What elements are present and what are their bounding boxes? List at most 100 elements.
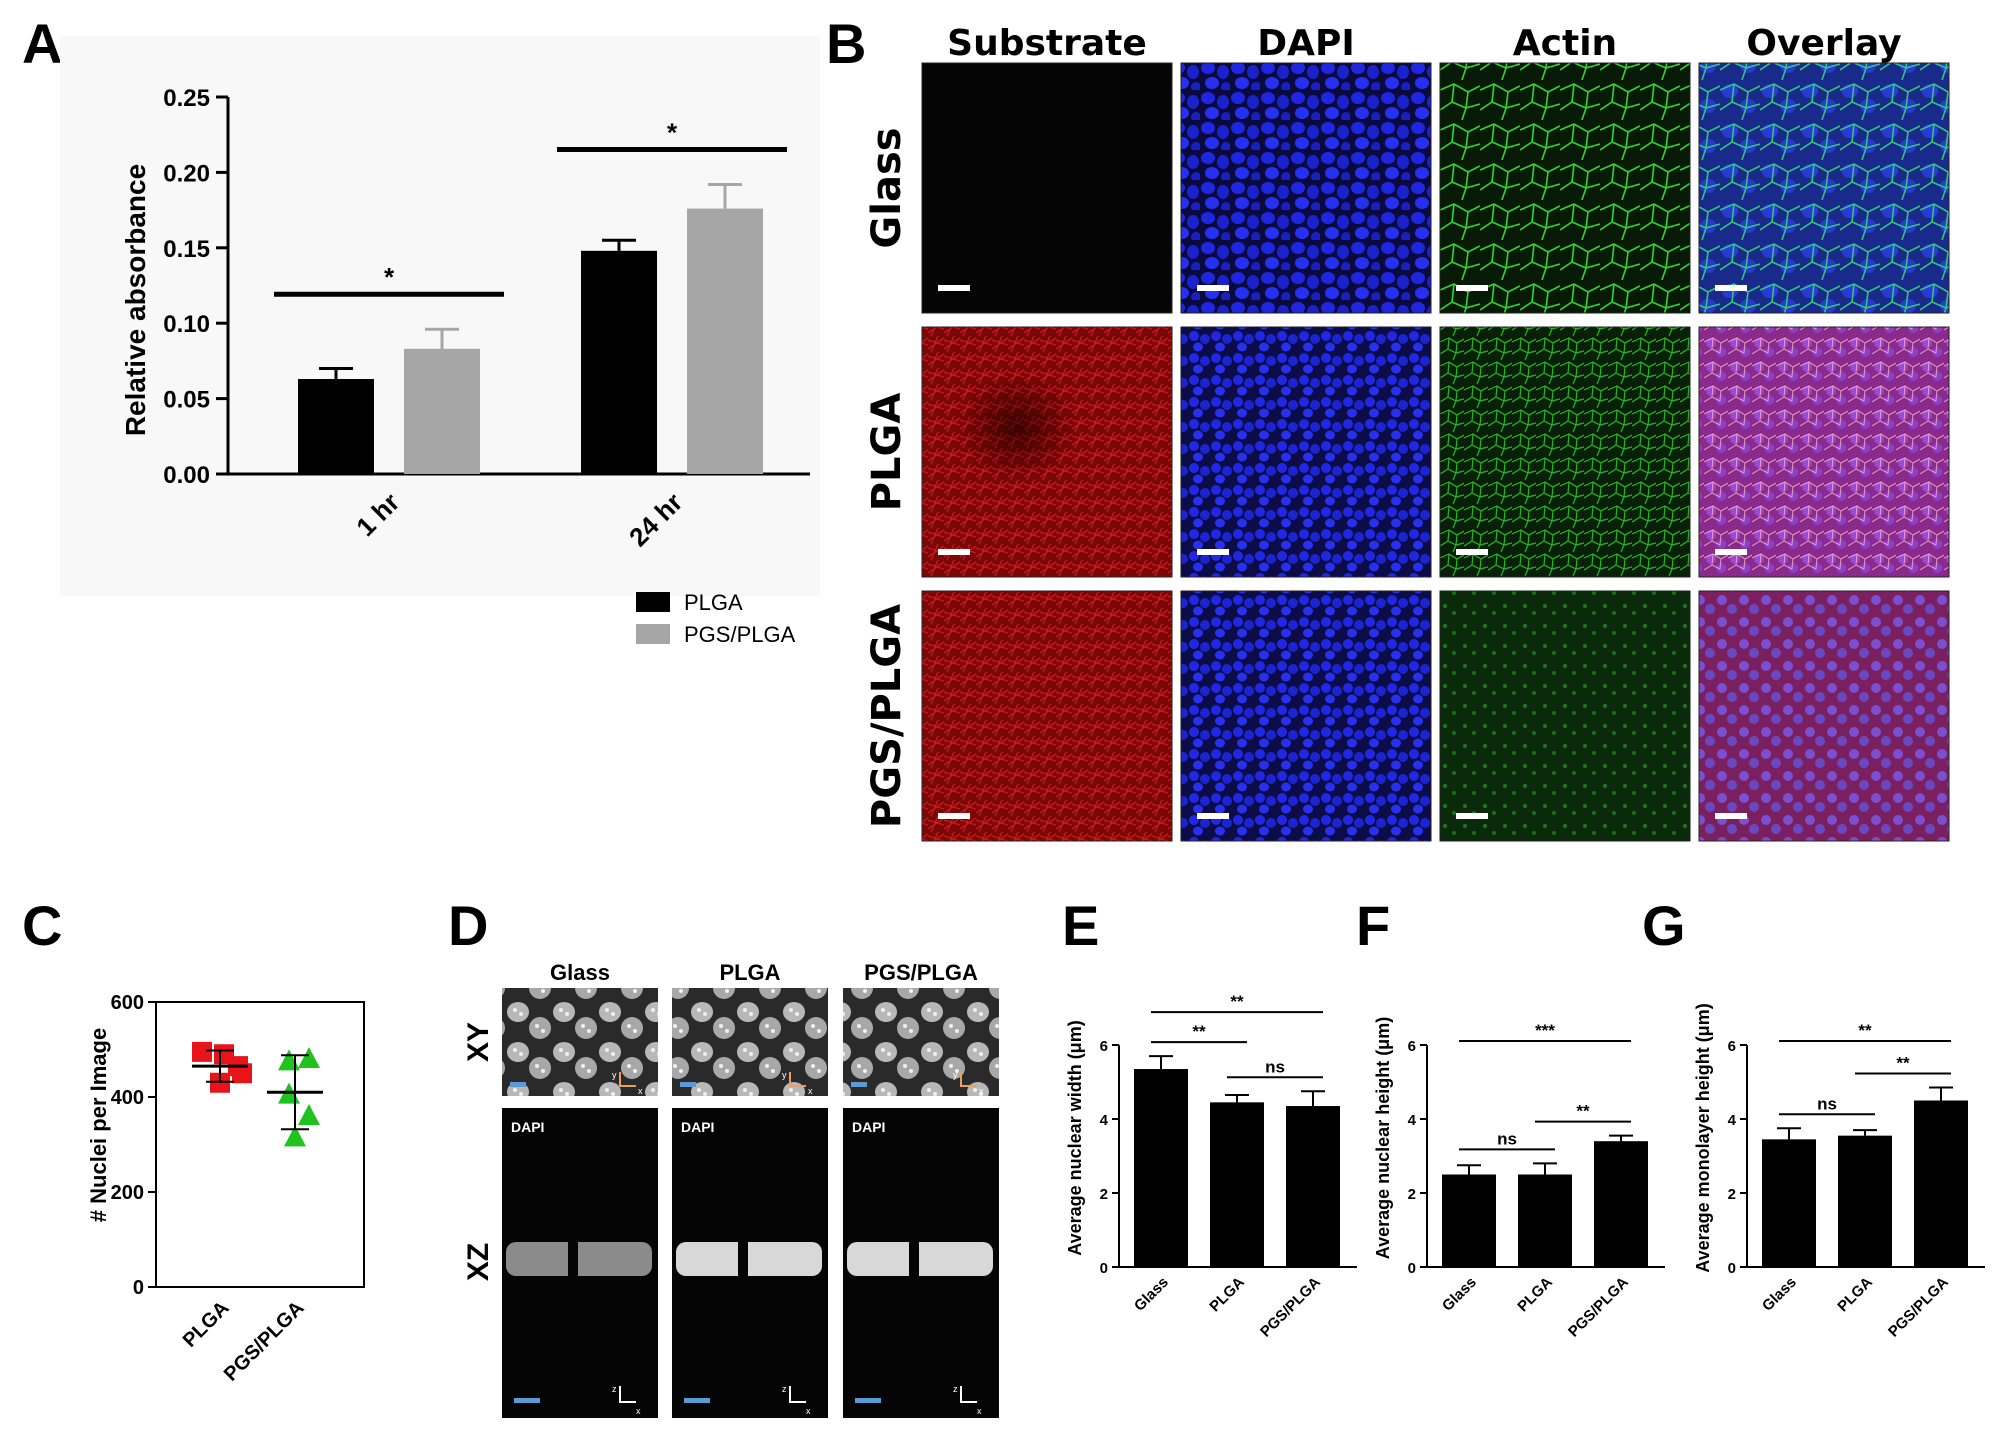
panel-b-scale-bar (1197, 549, 1229, 555)
panel-c-y-tick-label: 400 (111, 1087, 144, 1109)
panel-b-micrograph-nuclei-blue-icon (1180, 326, 1432, 578)
panel-letter-e: E (1062, 894, 1100, 957)
panel-a-bar (298, 378, 374, 474)
panel-c-point-triangle (284, 1125, 306, 1147)
panel-a-significance: ** (274, 117, 787, 297)
panel-b-micrograph-actin-green-icon (1439, 62, 1691, 314)
panel-e-category-label: PLGA (1206, 1274, 1248, 1316)
panel-a-legend-swatch (636, 592, 670, 612)
panel-d-xy-axis-y: y (782, 1070, 787, 1080)
panel-f-y-tick-label: 4 (1408, 1112, 1417, 1129)
panel-c-point-triangle (298, 1104, 320, 1125)
panel-b-column-title: Substrate (947, 23, 1147, 64)
panel-b-row-title: PGS/PLGA (864, 604, 910, 828)
panel-letter-g: G (1642, 894, 1686, 957)
panel-a-y-tick-label: 0.15 (163, 236, 210, 263)
panel-e-bar (1210, 1102, 1264, 1267)
panel-f-y-tick-label: 0 (1408, 1260, 1416, 1277)
panel-d-xy-axes-icon (960, 1072, 977, 1087)
panel-c-point-square (192, 1041, 212, 1062)
panel-a-y-tick-label: 0.05 (163, 387, 210, 414)
panel-e-significance-label: ** (1230, 992, 1244, 1011)
panel-b-scale-bar (938, 549, 970, 555)
panel-e-category-label: Glass (1131, 1274, 1172, 1315)
panel-g-category-label: Glass (1759, 1274, 1800, 1315)
panel-c-y-ticks: 0 200 400 600 (111, 992, 156, 1299)
panel-b-scale-bar (938, 813, 970, 819)
panel-b-scale-bar (1197, 813, 1229, 819)
panel-letter-f: F (1356, 894, 1391, 957)
panel-b-scale-bar (1715, 285, 1747, 291)
panel-g-ylabel: Average monolayer height (μm) (1693, 1003, 1713, 1272)
panel-f-ylabel: Average nuclear height (μm) (1373, 1017, 1393, 1259)
panel-b-column-title: Overlay (1746, 23, 1901, 64)
panel-d-xz-scale-bar (684, 1398, 710, 1403)
panel-d-channel-label: DAPI (852, 1119, 885, 1135)
panel-c-points (192, 1041, 323, 1147)
panel-b-scale-bar (1715, 549, 1747, 555)
panel-a-legend-label: PGS/PLGA (684, 622, 796, 647)
panel-a-significance-label: * (384, 262, 395, 292)
panel-d-xz-axis-x: x (806, 1406, 811, 1416)
panel-f-y-tick-label: 6 (1408, 1038, 1416, 1055)
panel-letter-c: C (22, 894, 63, 957)
panel-b-micrographs: Substrate DAPI Actin Overlay Glass PLGA PGS/PL… (864, 23, 1950, 842)
panel-d-xy-scale-bar (510, 1082, 526, 1087)
panel-e-bar (1134, 1069, 1188, 1267)
panel-d-xy-scale-bar (680, 1082, 696, 1087)
panel-d-xz-nuclei-band (676, 1242, 822, 1276)
panel-e-significance-label: ns (1265, 1057, 1285, 1076)
panel-a-y-tick-label: 0.20 (163, 160, 210, 187)
panel-e-chart: 0 2 4 6 Glass PLGA PGS/PLGA ** ** ns Average nucle… (1065, 992, 1357, 1341)
panel-b-micrograph-nuclei-blue-icon (1180, 62, 1432, 314)
panel-letter-b: B (826, 12, 867, 75)
panel-d-xy-nuclei-icon (672, 988, 828, 1096)
panel-f-bar (1442, 1174, 1496, 1267)
panel-f-significance-label: ** (1576, 1102, 1590, 1121)
panel-a-legend-swatch (636, 624, 670, 644)
panel-a-bar (404, 348, 480, 474)
panel-c-category-label: PLGA (179, 1297, 234, 1352)
panel-d-column-title: PLGA (719, 960, 780, 985)
panel-d-xz-axis-z: z (612, 1384, 617, 1394)
panel-g-category-label: PGS/PLGA (1885, 1274, 1952, 1341)
panel-f-y-tick-label: 2 (1408, 1186, 1416, 1203)
panel-b-row-title: PLGA (864, 393, 910, 512)
panel-b-scale-bar (1456, 813, 1488, 819)
panel-e-y-tick-label: 2 (1100, 1186, 1108, 1203)
panel-g-significance-label: ** (1896, 1054, 1910, 1073)
panel-g-bar (1914, 1100, 1968, 1267)
panel-d-xy-axes-icon (789, 1072, 806, 1087)
panel-g-y-tick-label: 2 (1728, 1186, 1736, 1203)
panel-g-y-tick-label: 0 (1728, 1260, 1736, 1277)
panel-d-channel-label: DAPI (681, 1119, 714, 1135)
panel-d-xz-axis-z: z (782, 1384, 787, 1394)
panel-d-xy-axis-x: x (638, 1086, 643, 1096)
panel-d-xz-nuclei-band (847, 1242, 993, 1276)
panel-d-xy-nuclei-icon (843, 988, 999, 1096)
panel-d-xy-axis-y: y (953, 1070, 958, 1080)
panel-d-xz-gap (738, 1238, 748, 1280)
panel-d-xz-gap (568, 1238, 578, 1280)
panel-g-chart: 0 2 4 6 Glass PLGA PGS/PLGA ** ** ns Average monol… (1693, 1003, 1985, 1341)
panel-f-significance-label: ns (1497, 1129, 1517, 1148)
panel-e-ylabel: Average nuclear width (μm) (1065, 1020, 1085, 1255)
panel-d-xy-axis-x: x (979, 1086, 984, 1096)
panel-d-xy-axes-icon (619, 1072, 636, 1087)
panel-f-category-label: PGS/PLGA (1565, 1274, 1632, 1341)
panel-d-xz-axis-x: x (977, 1406, 982, 1416)
panel-e-significance-label: ** (1192, 1022, 1206, 1041)
panel-d-xz-scale-bar (855, 1398, 881, 1403)
panel-b-scale-bar (938, 285, 970, 291)
panel-b-micrograph-actin-green-icon (1439, 590, 1691, 842)
panel-f-category-label: PLGA (1514, 1274, 1556, 1316)
panel-e-y-tick-label: 6 (1100, 1038, 1108, 1055)
panel-c-point-triangle (278, 1049, 300, 1071)
panel-d-xz-axes-icon (960, 1386, 977, 1403)
panel-a-legend-label: PLGA (684, 590, 743, 615)
panel-f-bar (1594, 1141, 1648, 1267)
